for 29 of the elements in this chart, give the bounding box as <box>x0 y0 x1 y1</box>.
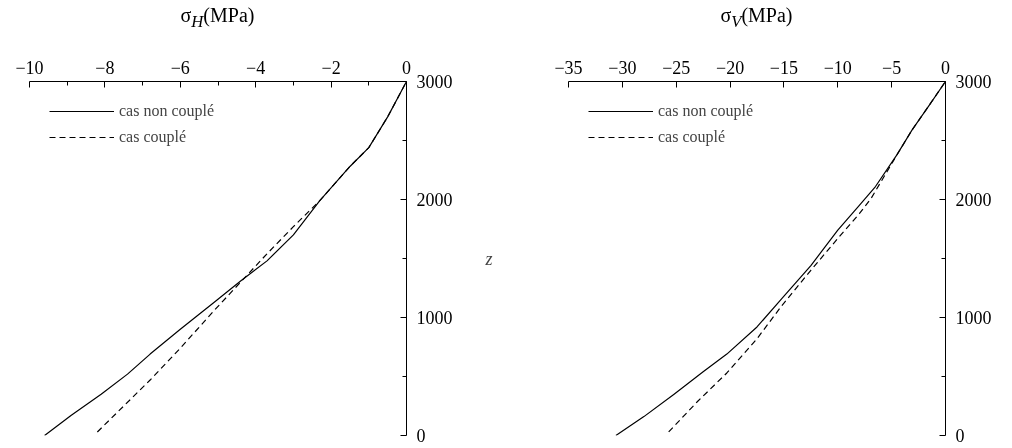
x-tick-label: −10 <box>15 57 44 78</box>
x-tick-label: 0 <box>941 57 950 78</box>
x-tick-label: −8 <box>95 57 115 78</box>
y-tick-label: 0 <box>955 426 965 446</box>
y-axis-title: z <box>484 248 493 269</box>
x-tick-label: −6 <box>170 57 190 78</box>
y-tick-label: 3000 <box>955 72 992 92</box>
x-tick-label: 0 <box>402 57 411 78</box>
y-tick-label: 2000 <box>416 190 453 210</box>
y-tick-label: 1000 <box>416 308 453 328</box>
y-tick-label: 2000 <box>955 190 992 210</box>
x-tick-label: −4 <box>246 57 266 78</box>
y-tick-label: 1000 <box>955 308 992 328</box>
x-tick-label: −30 <box>608 57 637 78</box>
x-tick-label: −15 <box>769 57 799 78</box>
x-tick-label: −5 <box>882 57 902 78</box>
x-tick-label: −20 <box>716 57 745 78</box>
x-tick-label: −10 <box>823 57 852 78</box>
legend-label: cas couplé <box>658 128 726 146</box>
y-tick-label: 3000 <box>416 72 453 92</box>
x-axis-title: σ$_{H}$(MPa) <box>180 3 255 33</box>
legend-label: cas non couplé <box>119 102 215 120</box>
x-axis-title: σ$_{V}$(MPa) <box>720 3 793 33</box>
x-tick-label: −2 <box>321 57 341 78</box>
x-tick-label: −25 <box>662 57 691 78</box>
legend-label: cas couplé <box>119 128 187 146</box>
x-tick-label: −35 <box>554 57 583 78</box>
legend-label: cas non couplé <box>658 102 754 120</box>
y-tick-label: 0 <box>416 426 426 446</box>
